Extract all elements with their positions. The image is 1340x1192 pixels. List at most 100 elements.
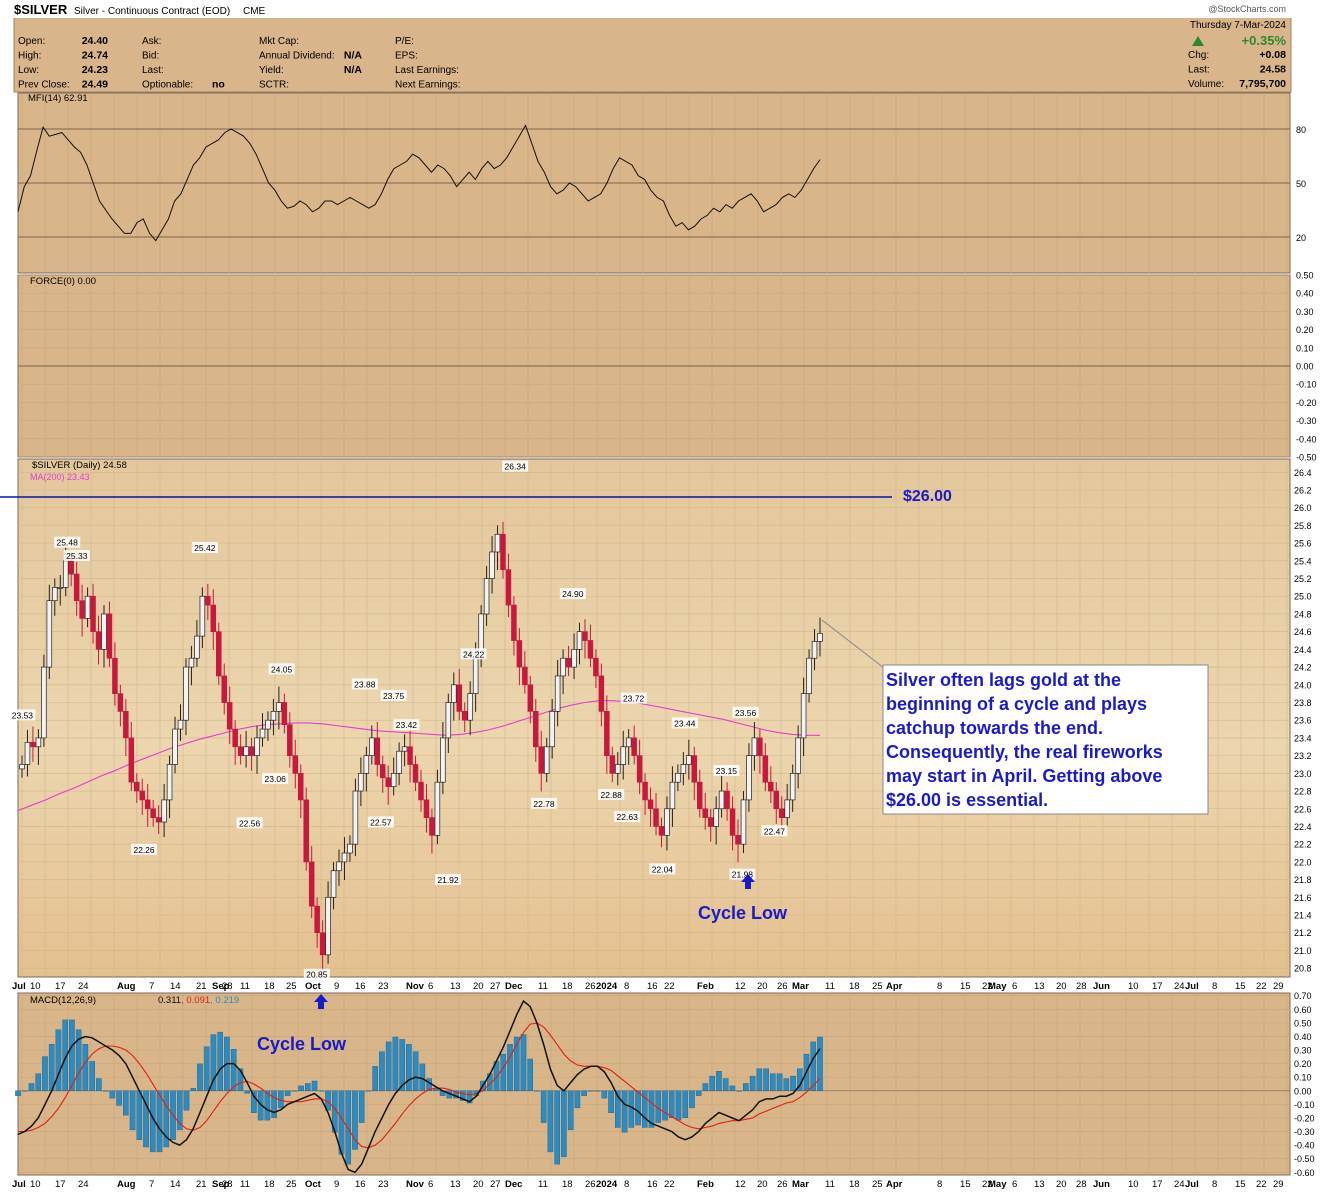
price-label: 23.06: [265, 774, 287, 784]
macd-hist-bar: [96, 1078, 102, 1091]
macd-hist-bar: [756, 1068, 763, 1091]
macd-hist-bar: [635, 1090, 641, 1126]
candle: [84, 595, 91, 619]
price-label-bg: [671, 717, 698, 729]
mfi-panel: 80 50 20: [17, 92, 1306, 274]
candle: [325, 896, 331, 956]
price-label-bg: [351, 678, 378, 690]
price-label-bg: [732, 706, 759, 718]
macd-hist-bar: [507, 1044, 513, 1091]
quote-stat-label: Last:: [1188, 65, 1210, 76]
macd-hist-bar: [817, 1036, 823, 1091]
mid2-stat-value: N/A: [344, 50, 363, 62]
callout-line: beginning of a cycle and plays: [886, 694, 1147, 714]
macd-hist-bar: [136, 1090, 143, 1140]
price-tick: 22.4: [1294, 822, 1312, 832]
price-label-bg: [262, 773, 289, 785]
price-tick: 25.6: [1294, 539, 1312, 549]
macd-hist-bar: [129, 1090, 136, 1131]
candle: [101, 613, 107, 650]
callout-line: Silver often lags gold at the: [886, 670, 1121, 690]
macd-hist-bar: [783, 1078, 790, 1091]
price-label: 22.78: [533, 799, 555, 809]
cycle-low-label: Cycle Low: [698, 903, 788, 923]
day-tick: 26: [585, 981, 596, 992]
day-tick: 29: [1273, 981, 1284, 992]
day-tick: 17: [1152, 1179, 1163, 1190]
macd-hist-bar: [743, 1083, 749, 1091]
price-tick: 21.2: [1294, 928, 1312, 938]
price-label-bg: [380, 689, 407, 701]
price-label: 22.57: [370, 817, 392, 827]
candle: [298, 772, 304, 801]
day-tick: 23: [378, 981, 389, 992]
candle: [773, 790, 780, 810]
macd-line: [17, 999, 821, 1174]
day-tick: 8: [1212, 981, 1217, 992]
macd-hist-bar: [48, 1044, 55, 1091]
price-tick: 23.2: [1294, 751, 1312, 761]
quote-stat-value: +0.08: [1259, 49, 1286, 61]
price-label: 21.92: [437, 875, 459, 885]
macd-hist-bar: [547, 1090, 554, 1153]
price-tick: 21.0: [1294, 946, 1312, 956]
mfi-tick: 20: [1296, 233, 1306, 243]
day-tick: 25: [872, 1179, 883, 1190]
candle: [746, 755, 752, 801]
header-panel: [13, 3, 1292, 93]
candle: [330, 870, 337, 898]
month-tick: Dec: [505, 981, 522, 992]
macd-hist-bar: [702, 1083, 709, 1091]
macd-hist-bar: [210, 1034, 217, 1091]
day-tick: 17: [55, 981, 66, 992]
fundamental-label: P/E:: [395, 36, 414, 47]
day-tick: 25: [286, 981, 297, 992]
day-tick: 28: [1076, 1179, 1087, 1190]
macd-tick: 0.00: [1294, 1086, 1312, 1096]
candle: [112, 657, 118, 694]
price-label: 24.90: [562, 589, 584, 599]
callout-line: Consequently, the real fireworks: [886, 742, 1163, 762]
candle: [287, 724, 293, 756]
month-tick: Feb: [697, 1179, 714, 1190]
price-tick: 21.4: [1294, 911, 1312, 921]
month-tick: Jul: [1185, 1179, 1199, 1190]
macd-hist-bar: [123, 1090, 129, 1116]
day-tick: 13: [1034, 1179, 1045, 1190]
price-label-bg: [9, 709, 36, 721]
candle: [352, 790, 359, 845]
candle: [511, 604, 517, 641]
callout-pointer: [821, 619, 885, 669]
day-tick: 7: [149, 1179, 154, 1190]
macd-hist-bar: [412, 1051, 419, 1091]
stockcharts-credit: @StockCharts.com: [1208, 4, 1286, 14]
macd-hist-bar: [615, 1090, 621, 1128]
candle: [292, 755, 299, 774]
candle: [106, 613, 113, 659]
price-tick: 22.0: [1294, 857, 1312, 867]
candle: [653, 808, 659, 827]
candle: [19, 764, 25, 770]
force-tick: 0.10: [1296, 343, 1314, 353]
candle: [194, 635, 200, 659]
mfi-tick: 50: [1296, 179, 1306, 189]
candle: [582, 631, 588, 641]
candle: [30, 742, 36, 748]
mid2-stat-label: Mkt Cap:: [259, 36, 299, 47]
price-label-bg: [460, 648, 487, 660]
candle: [669, 781, 676, 810]
macd-hist-bar: [500, 1053, 507, 1091]
candle: [341, 852, 348, 863]
candle: [379, 764, 386, 779]
signal-line: [18, 1022, 821, 1149]
macd-hist-bar: [399, 1039, 405, 1091]
candle: [221, 675, 227, 703]
force-title: FORCE(0) 0.00: [30, 276, 96, 287]
candle: [483, 578, 490, 615]
month-tick: Jun: [1093, 981, 1110, 992]
day-tick: 6: [1012, 981, 1017, 992]
macd-hist-bar: [513, 1036, 520, 1091]
macd-hist-bar: [385, 1041, 392, 1091]
candle: [686, 755, 692, 765]
price-tick: 21.8: [1294, 875, 1312, 885]
